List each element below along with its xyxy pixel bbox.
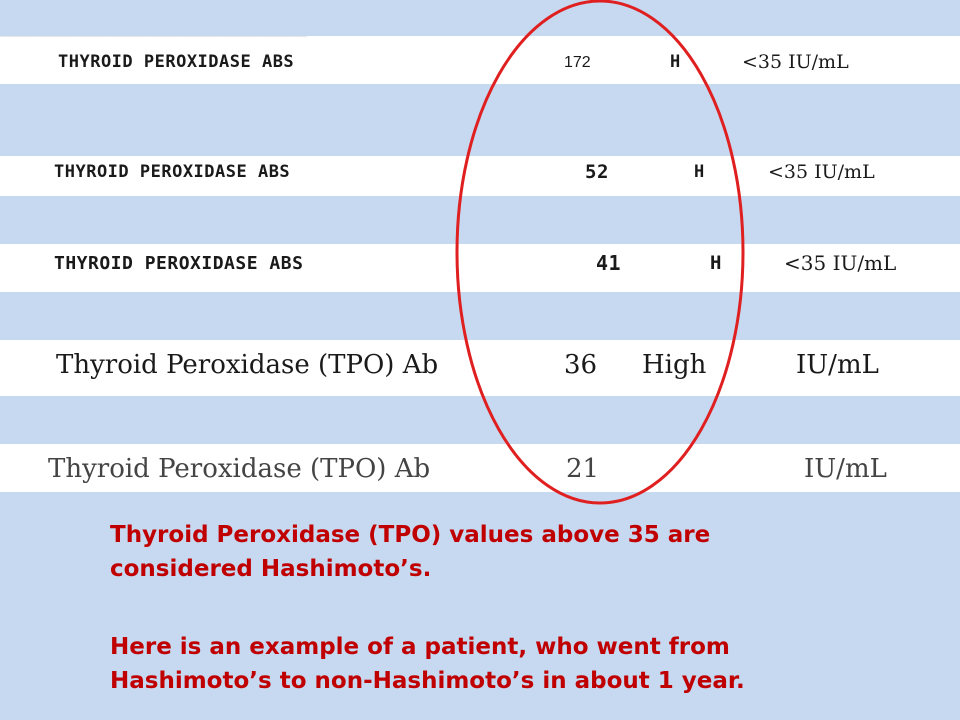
reference-range: IU/mL <box>804 454 887 484</box>
reference-range: IU/mL <box>796 350 879 380</box>
result-value: 172 <box>564 54 591 71</box>
lab-result-row-1: ▀▀▀▀▀▀▀▀▀▀▀▀▀▀▀▀▀▀▀▀▀▀▀▀▀▀▀▀▀▀ THYROID P… <box>0 36 960 84</box>
lab-result-row-5: Thyroid Peroxidase (TPO) Ab 21 IU/mL <box>0 444 960 492</box>
caption-line-1: Thyroid Peroxidase (TPO) values above 35… <box>110 522 711 548</box>
reference-range: <35 IU/mL <box>784 251 897 275</box>
reference-range: <35 IU/mL <box>742 51 849 73</box>
result-value: 52 <box>585 161 609 183</box>
test-name: Thyroid Peroxidase (TPO) Ab <box>56 350 439 380</box>
test-name: Thyroid Peroxidase (TPO) Ab <box>48 454 431 484</box>
caption-line-2: considered Hashimoto’s. <box>110 556 432 582</box>
test-name: THYROID PEROXIDASE ABS <box>54 162 291 182</box>
caption-line-3: Here is an example of a patient, who wen… <box>110 634 730 660</box>
abnormal-flag: H <box>710 252 722 274</box>
abnormal-flag: H <box>670 52 681 72</box>
lab-result-row-4: Thyroid Peroxidase (TPO) Ab 36 High IU/m… <box>0 340 960 396</box>
result-value: 36 <box>564 350 598 380</box>
lab-result-row-3: THYROID PEROXIDASE ABS 41 H <35 IU/mL <box>0 244 960 292</box>
test-name: THYROID PEROXIDASE ABS <box>54 253 304 274</box>
reference-range: <35 IU/mL <box>768 161 875 183</box>
abnormal-flag: H <box>694 162 705 182</box>
abnormal-flag: High <box>642 350 707 380</box>
caption-spacer <box>110 586 890 630</box>
lab-result-row-2: THYROID PEROXIDASE ABS 52 H <35 IU/mL <box>0 156 960 196</box>
explanation-caption: Thyroid Peroxidase (TPO) values above 35… <box>110 518 890 698</box>
result-value: 21 <box>566 454 600 484</box>
cropped-header-text: ▀▀▀▀▀▀▀▀▀▀▀▀▀▀▀▀▀▀▀▀▀▀▀▀▀▀▀▀▀▀ <box>0 36 308 47</box>
result-value: 41 <box>596 251 622 275</box>
caption-line-4: Hashimoto’s to non-Hashimoto’s in about … <box>110 668 745 694</box>
test-name: THYROID PEROXIDASE ABS <box>58 52 295 72</box>
